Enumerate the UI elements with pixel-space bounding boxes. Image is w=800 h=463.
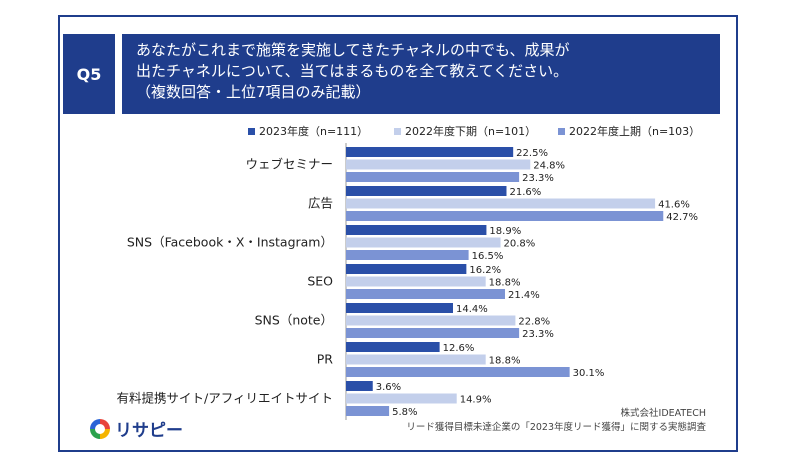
bar-series-2-cat-6: [346, 406, 390, 416]
category-label: SEO: [307, 274, 333, 289]
category-label: 有料提携サイト/アフィリエイトサイト: [117, 391, 333, 406]
footer-source: リード獲得目標未達企業の「2023年度リード獲得」に関する実態調査: [406, 422, 706, 433]
legend-label-2022-h1: 2022年度上期（n=103）: [569, 125, 701, 138]
logo-text: リサピー: [115, 421, 183, 441]
data-label: 22.5%: [516, 148, 548, 159]
data-label: 42.7%: [666, 212, 698, 223]
bar-series-2-cat-1: [346, 211, 664, 221]
bar-series-1-cat-4: [346, 315, 516, 326]
question-number: Q5: [76, 64, 102, 84]
data-label: 30.1%: [573, 368, 605, 379]
legend-swatch-2022-h1: [558, 127, 565, 135]
question-line-2: 出たチャネルについて、当てはまるものを全て教えてください。: [136, 62, 569, 80]
question-line-3: （複数回答・上位7項目のみ記載）: [136, 83, 371, 101]
data-label: 3.6%: [376, 382, 401, 393]
bar-series-2-cat-2: [346, 250, 469, 260]
data-label: 21.4%: [508, 290, 540, 301]
data-label: 20.8%: [504, 239, 536, 250]
data-label: 14.9%: [460, 395, 492, 406]
bar-series-2-cat-5: [346, 367, 570, 377]
legend-item-2023: 2023年度（n=111）: [248, 123, 368, 139]
chart-legend: 2023年度（n=111） 2022年度下期（n=101） 2022年度上期（n…: [0, 123, 800, 139]
data-label: 14.4%: [456, 304, 488, 315]
bar-series-0-cat-2: [346, 225, 487, 235]
data-label: 18.8%: [489, 356, 521, 367]
legend-swatch-2022-h2: [394, 127, 401, 135]
data-label: 23.3%: [522, 173, 554, 184]
category-label: PR: [317, 352, 334, 367]
bar-series-1-cat-5: [346, 354, 486, 365]
bar-series-0-cat-4: [346, 303, 453, 313]
bar-series-1-cat-1: [346, 198, 656, 209]
question-number-badge: Q5: [63, 34, 115, 114]
bar-series-1-cat-0: [346, 159, 531, 170]
question-line-1: あなたがこれまで施策を実施してきたチャネルの中でも、成果が: [136, 41, 570, 59]
data-label: 24.8%: [533, 161, 565, 172]
bar-series-2-cat-3: [346, 289, 506, 299]
category-label: ウェブセミナー: [245, 157, 333, 172]
legend-item-2022-h1: 2022年度上期（n=103）: [558, 123, 700, 139]
legend-label-2023: 2023年度（n=111）: [259, 125, 369, 138]
data-label: 16.2%: [469, 265, 501, 276]
question-title-box: あなたがこれまで施策を実施してきたチャネルの中でも、成果が 出たチャネルについて…: [122, 34, 720, 114]
bar-series-0-cat-5: [346, 342, 440, 352]
data-label: 12.6%: [443, 343, 475, 354]
category-label: SNS（Facebook・X・Instagram）: [127, 235, 333, 250]
bar-series-2-cat-4: [346, 328, 520, 338]
logo-icon: [90, 418, 110, 439]
bar-series-0-cat-1: [346, 186, 507, 196]
legend-label-2022-h2: 2022年度下期（n=101）: [405, 125, 537, 138]
bar-series-0-cat-6: [346, 381, 373, 391]
legend-item-2022-h2: 2022年度下期（n=101）: [394, 123, 536, 139]
legend-swatch-2023: [248, 127, 255, 135]
bar-series-1-cat-3: [346, 276, 486, 287]
bar-series-1-cat-2: [346, 237, 501, 248]
bar-series-0-cat-0: [346, 147, 514, 157]
data-label: 5.8%: [392, 407, 417, 418]
data-label: 18.8%: [489, 278, 521, 289]
data-label: 22.8%: [518, 317, 550, 328]
bar-series-1-cat-6: [346, 393, 457, 404]
data-label: 23.3%: [522, 329, 554, 340]
category-label: SNS（note）: [255, 313, 333, 328]
footer-company: 株式会社IDEATECH: [620, 408, 706, 419]
bar-series-2-cat-0: [346, 172, 520, 182]
bar-series-0-cat-3: [346, 264, 467, 274]
data-label: 18.9%: [489, 226, 521, 237]
data-label: 16.5%: [472, 251, 504, 262]
risapy-logo: リサピー: [90, 416, 183, 441]
data-label: 21.6%: [509, 187, 541, 198]
data-label: 41.6%: [658, 200, 690, 211]
category-label: 広告: [308, 196, 333, 211]
